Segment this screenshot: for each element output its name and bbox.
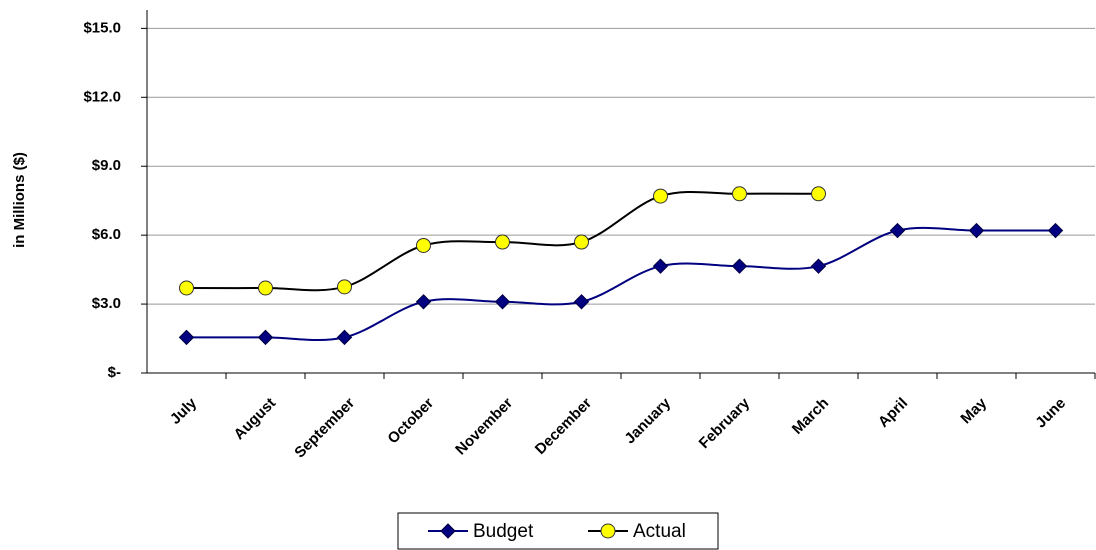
y-tick-label: $9.0	[92, 157, 121, 174]
data-point	[600, 523, 616, 539]
data-point	[889, 222, 906, 239]
x-tick-label: November	[452, 394, 516, 458]
data-point	[178, 329, 195, 346]
x-tick-label: January	[621, 394, 674, 447]
data-point	[811, 186, 826, 202]
data-point	[732, 186, 747, 202]
data-point	[337, 279, 352, 295]
x-tick-label: August	[231, 395, 280, 444]
x-tick-label: April	[875, 395, 911, 431]
y-tick-label: $3.0	[92, 295, 121, 312]
data-point	[416, 237, 431, 253]
x-tick-label: July	[167, 394, 201, 428]
data-point	[257, 329, 274, 346]
data-point	[653, 188, 668, 204]
data-point	[495, 234, 510, 250]
legend: Budget Actual	[397, 512, 719, 550]
legend-label: Budget	[473, 521, 534, 542]
data-point	[336, 329, 353, 346]
data-point	[1047, 222, 1064, 239]
series-line	[186, 226, 1056, 342]
data-point	[810, 258, 827, 274]
y-tick-label: $6.0	[92, 226, 121, 243]
y-tick-label: $15.0	[83, 19, 121, 36]
data-point	[574, 234, 589, 250]
data-point	[494, 294, 511, 310]
y-tick-label: $-	[108, 364, 121, 381]
data-point	[258, 280, 273, 296]
x-tick-label: September	[291, 395, 358, 462]
x-tick-label: October	[384, 395, 437, 448]
data-point	[968, 222, 985, 239]
data-point	[440, 523, 456, 539]
x-tick-label: February	[696, 394, 754, 452]
legend-label: Actual	[633, 521, 686, 542]
y-tick-label: $12.0	[83, 88, 121, 105]
data-point	[179, 280, 194, 296]
x-tick-label: May	[957, 394, 990, 427]
x-tick-label: March	[789, 395, 832, 438]
y-axis-label: in Millions ($)	[11, 152, 28, 248]
data-point	[652, 258, 669, 274]
x-tick-label: June	[1032, 395, 1069, 432]
data-point	[731, 258, 748, 274]
x-tick-label: December	[532, 395, 595, 458]
data-point	[573, 294, 590, 310]
data-point	[415, 294, 432, 310]
